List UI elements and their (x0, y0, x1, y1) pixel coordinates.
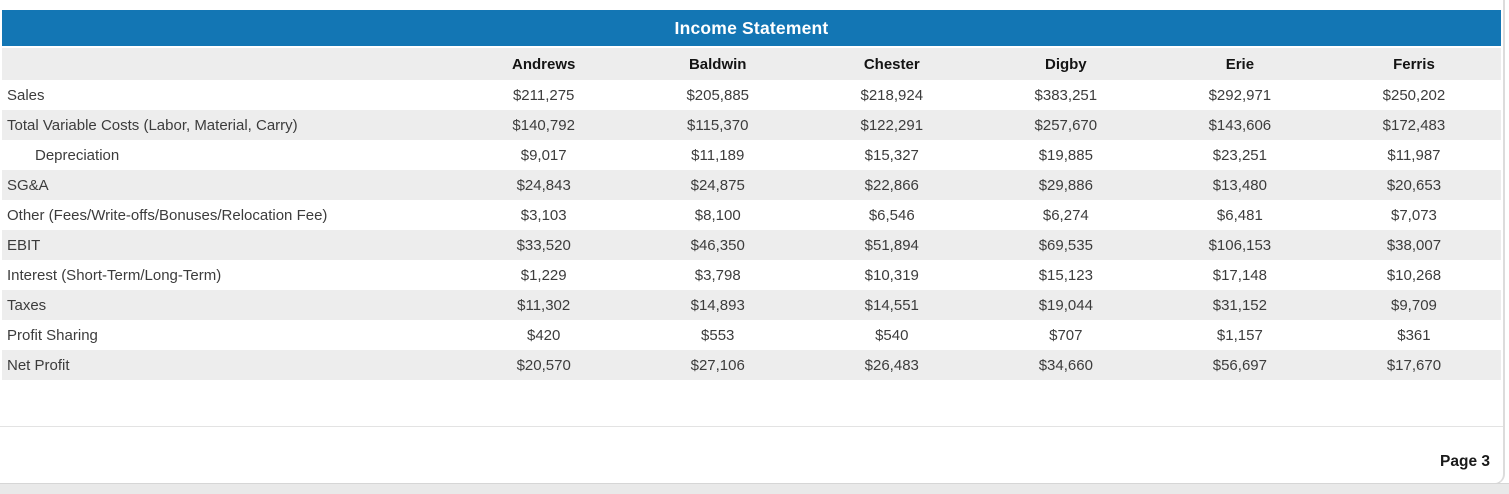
value-cell: $292,971 (1208, 86, 1272, 104)
value-cell: $6,546 (868, 206, 915, 224)
value-cell: $707 (1049, 326, 1083, 344)
value-cell: $9,017 (520, 146, 567, 164)
value-cell: $11,189 (691, 146, 745, 164)
value-cell: $15,123 (1038, 266, 1093, 284)
income-table-body: Sales $211,275 $205,885 $218,924 $383,251 $29… (2, 80, 1501, 380)
value-cell: $10,268 (1386, 266, 1442, 284)
value-cell: $540 (875, 326, 909, 344)
report-card: Income Statement Andrews Baldwin Chester Di… (0, 0, 1505, 484)
value-cell: $106,153 (1208, 236, 1272, 254)
value-cell: $3,798 (694, 266, 741, 284)
table-row: Sales $211,275 $205,885 $218,924 $383,251 $29… (2, 80, 1501, 110)
column-header: Ferris (1393, 55, 1435, 73)
table-row: Total Variable Costs (Labor, Material, C… (2, 110, 1501, 140)
value-cell: $20,653 (1386, 176, 1442, 194)
value-cell: $211,275 (512, 86, 575, 104)
row-label: Total Variable Costs (Labor, Material, C… (7, 116, 298, 134)
value-cell: $361 (1397, 326, 1431, 344)
value-cell: $122,291 (860, 116, 924, 134)
value-cell: $205,885 (686, 86, 750, 104)
row-label-header (2, 48, 457, 80)
value-cell: $24,843 (516, 176, 571, 194)
value-cell: $19,044 (1038, 296, 1093, 314)
value-cell: $11,302 (517, 296, 571, 314)
row-label: SG&A (7, 176, 49, 194)
footer-divider (0, 426, 1503, 427)
table-row: EBIT $33,520 $46,350 $51,894 $69,535 $106,153… (2, 230, 1501, 260)
row-label: Net Profit (7, 356, 70, 374)
value-cell: $250,202 (1382, 86, 1446, 104)
row-label: Interest (Short-Term/Long-Term) (7, 266, 222, 284)
value-cell: $10,319 (864, 266, 919, 284)
income-statement-table: Andrews Baldwin Chester Digby Erie Ferris Sal… (2, 48, 1501, 380)
row-label: Taxes (7, 296, 47, 314)
row-label: Depreciation (35, 146, 120, 164)
value-cell: $13,480 (1212, 176, 1267, 194)
value-cell: $69,535 (1038, 236, 1093, 254)
value-cell: $34,660 (1038, 356, 1093, 374)
value-cell: $218,924 (860, 86, 924, 104)
value-cell: $29,886 (1038, 176, 1093, 194)
row-label: EBIT (7, 236, 41, 254)
value-cell: $3,103 (520, 206, 567, 224)
column-header: Baldwin (688, 55, 747, 73)
value-cell: $420 (526, 326, 561, 344)
value-cell: $26,483 (864, 356, 919, 374)
value-cell: $7,073 (1391, 206, 1437, 224)
value-cell: $1,157 (1216, 326, 1263, 344)
row-label: Profit Sharing (7, 326, 98, 344)
value-cell: $6,481 (1216, 206, 1263, 224)
value-cell: $115,370 (687, 116, 749, 134)
value-cell: $27,106 (690, 356, 745, 374)
page-background-strip (0, 483, 1509, 494)
value-cell: $23,251 (1212, 146, 1267, 164)
value-cell: $46,350 (690, 236, 745, 254)
page-number: Page 3 (1440, 453, 1490, 470)
value-cell: $9,709 (1391, 296, 1437, 314)
table-row: Taxes $11,302 $14,893 $14,551 $19,044 $31,152… (2, 290, 1501, 320)
value-cell: $172,483 (1382, 116, 1446, 134)
value-cell: $14,551 (864, 296, 919, 314)
report-title: Income Statement (674, 18, 829, 38)
column-header: Andrews (512, 55, 576, 73)
column-header: Digby (1044, 55, 1087, 73)
value-cell: $33,520 (516, 236, 571, 254)
column-header: Chester (863, 55, 920, 73)
value-cell: $19,885 (1038, 146, 1093, 164)
row-label: Other (Fees/Write-offs/Bonuses/Relocatio… (7, 206, 328, 224)
value-cell: $14,893 (690, 296, 745, 314)
table-row: Other (Fees/Write-offs/Bonuses/Relocatio… (2, 200, 1501, 230)
value-cell: $56,697 (1212, 356, 1267, 374)
table-row: Net Profit $20,570 $27,106 $26,483 $34,660 $5… (2, 350, 1501, 380)
row-label: Sales (7, 86, 45, 104)
table-row: SG&A $24,843 $24,875 $22,866 $29,886 $13,480 $… (2, 170, 1501, 200)
value-cell: $140,792 (512, 116, 575, 134)
value-cell: $257,670 (1034, 116, 1098, 134)
value-cell: $15,327 (864, 146, 919, 164)
value-cell: $1,229 (520, 266, 567, 284)
value-cell: $383,251 (1034, 86, 1098, 104)
value-cell: $51,894 (864, 236, 919, 254)
column-header-row: Andrews Baldwin Chester Digby Erie Ferris (2, 48, 1501, 80)
value-cell: $38,007 (1386, 236, 1442, 254)
value-cell: $8,100 (694, 206, 741, 224)
value-cell: $24,875 (690, 176, 745, 194)
value-cell: $17,670 (1386, 356, 1442, 374)
value-cell: $20,570 (516, 356, 571, 374)
table-row: Interest (Short-Term/Long-Term) $1,229 $3,… (2, 260, 1501, 290)
table-row: Depreciation $9,017 $11,189 $15,327 $19,885 $… (2, 140, 1501, 170)
value-cell: $11,987 (1387, 146, 1441, 164)
column-header: Erie (1225, 55, 1255, 73)
value-cell: $31,152 (1212, 296, 1267, 314)
report-title-bar: Income Statement (2, 10, 1501, 46)
table-row: Profit Sharing $420 $553 $540 $707 $1,157 $361 (2, 320, 1501, 350)
value-cell: $17,148 (1212, 266, 1267, 284)
value-cell: $6,274 (1042, 206, 1089, 224)
value-cell: $143,606 (1208, 116, 1272, 134)
value-cell: $553 (701, 326, 735, 344)
value-cell: $22,866 (864, 176, 919, 194)
